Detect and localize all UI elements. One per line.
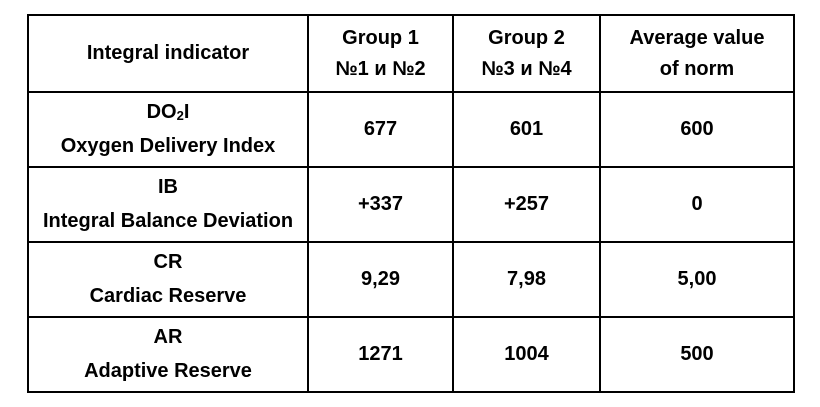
header-indicator-label: Integral indicator (86, 42, 250, 64)
table-row: IB Integral Balance Deviation +337 +257 … (27, 166, 795, 243)
cell-group1-value: 677 (307, 91, 454, 168)
row-abbr: DO2I (30, 97, 306, 131)
row-name: Integral Balance Deviation (42, 210, 294, 232)
header-cell-indicator: Integral indicator (27, 14, 309, 93)
table-row: DO2I Oxygen Delivery Index 677 601 600 (27, 91, 795, 168)
cell-group1-value: 9,29 (307, 241, 454, 318)
header-group2-line2: №3 и №4 (481, 57, 572, 80)
table-row: CR Cardiac Reserve 9,29 7,98 5,00 (27, 241, 795, 318)
cell-group1-value: +337 (307, 166, 454, 243)
cell-group1-value: 1271 (307, 316, 454, 393)
cell-norm-value: 600 (599, 91, 795, 168)
cell-norm-value: 5,00 (599, 241, 795, 318)
indicators-table: Integral indicator Group 1 №1 и №2 Group… (27, 14, 795, 393)
table-row: AR Adaptive Reserve 1271 1004 500 (27, 316, 795, 393)
header-group2-line1: Group 2 (488, 26, 565, 49)
row-abbr-pre: AR (153, 326, 183, 348)
row-label-cell: AR Adaptive Reserve (27, 316, 309, 393)
row-abbr-subscript: 2 (176, 108, 184, 123)
header-group1-line1: Group 1 (342, 26, 419, 49)
row-abbr-pre: IB (158, 176, 178, 198)
row-abbr-pre: CR (153, 251, 183, 273)
cell-norm-value: 500 (599, 316, 795, 393)
row-label-cell: DO2I Oxygen Delivery Index (27, 91, 309, 168)
row-label-cell: CR Cardiac Reserve (27, 241, 309, 318)
row-label-cell: IB Integral Balance Deviation (27, 166, 309, 243)
row-abbr: IB (30, 172, 306, 206)
cell-group2-value: 7,98 (452, 241, 601, 318)
row-name: Oxygen Delivery Index (60, 135, 276, 157)
cell-group2-value: +257 (452, 166, 601, 243)
header-group1-line2: №1 и №2 (335, 57, 426, 80)
row-name: Adaptive Reserve (84, 360, 252, 382)
cell-norm-value: 0 (599, 166, 795, 243)
header-norm-line2: of norm (659, 57, 735, 80)
cell-group2-value: 1004 (452, 316, 601, 393)
cell-group2-value: 601 (452, 91, 601, 168)
row-abbr-post: I (183, 101, 190, 123)
header-cell-norm: Average value of norm (599, 14, 795, 93)
header-cell-group1: Group 1 №1 и №2 (307, 14, 454, 93)
row-abbr: AR (30, 322, 306, 356)
header-cell-group2: Group 2 №3 и №4 (452, 14, 601, 93)
table-header-row: Integral indicator Group 1 №1 и №2 Group… (27, 14, 795, 93)
row-abbr-pre: DO (146, 101, 177, 123)
row-abbr: CR (30, 247, 306, 281)
header-norm-line1: Average value (629, 26, 765, 49)
row-name: Cardiac Reserve (89, 285, 247, 307)
